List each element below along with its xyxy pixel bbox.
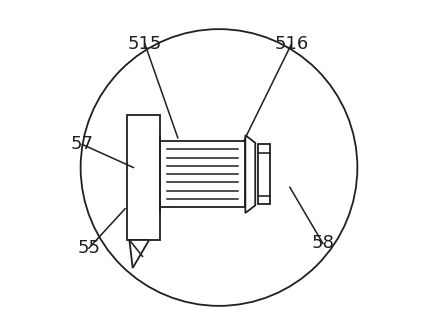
Text: 57: 57 xyxy=(71,135,94,153)
Bar xyxy=(160,141,245,207)
Text: 58: 58 xyxy=(311,234,334,252)
Text: 515: 515 xyxy=(128,35,162,53)
Text: 516: 516 xyxy=(274,35,309,53)
Bar xyxy=(258,144,270,204)
Polygon shape xyxy=(245,135,255,213)
Bar xyxy=(127,115,160,240)
Text: 55: 55 xyxy=(78,239,100,257)
Polygon shape xyxy=(129,240,149,268)
